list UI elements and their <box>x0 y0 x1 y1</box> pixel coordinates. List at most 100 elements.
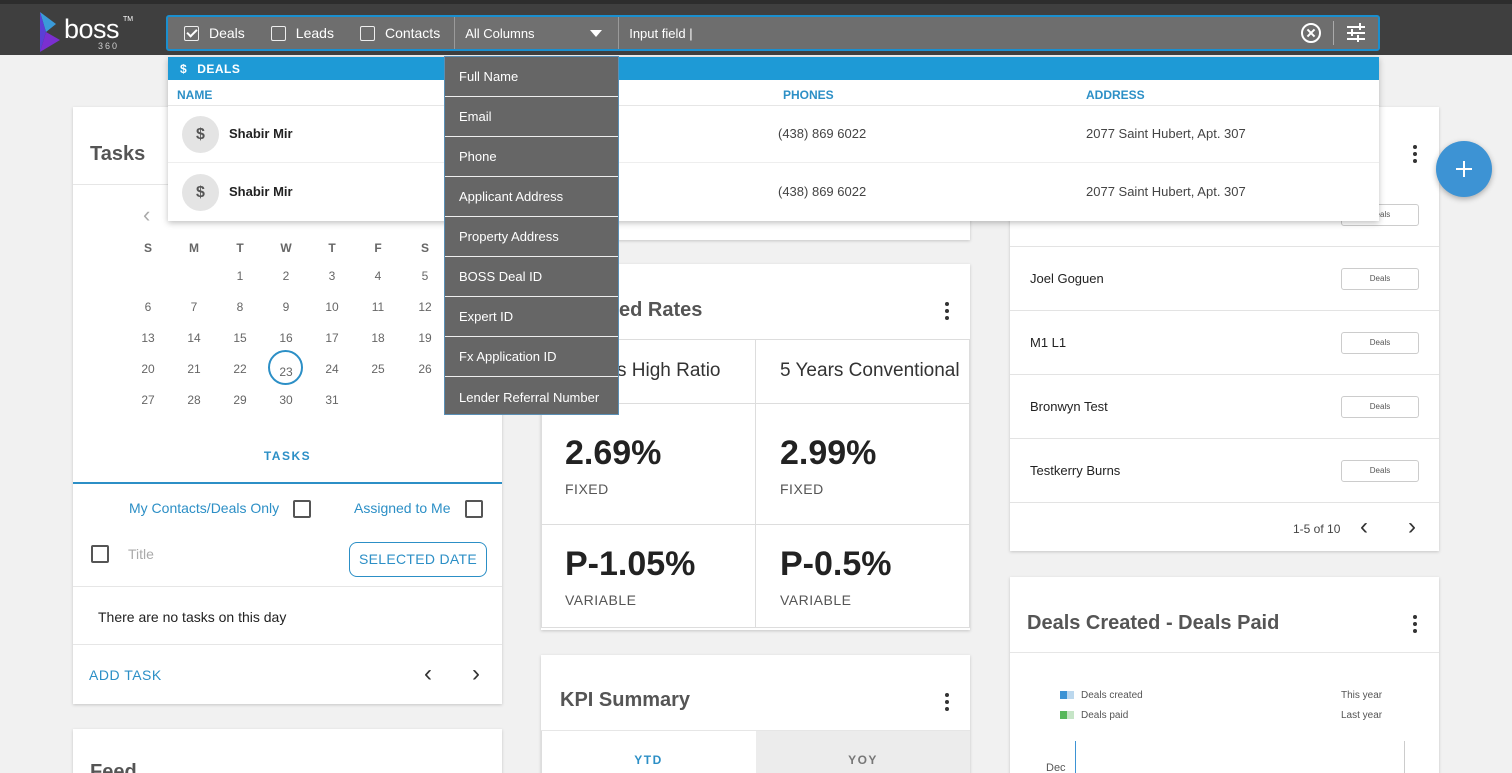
my-contacts-checkbox[interactable] <box>293 500 311 518</box>
tab-yoy[interactable]: YOY <box>848 753 878 767</box>
legend-paid: Deals paid <box>1081 710 1129 721</box>
list-next-icon[interactable]: › <box>1408 513 1416 540</box>
add-task-button[interactable]: ADD TASK <box>89 667 162 683</box>
result-phone: (438) 869 6022 <box>778 126 867 141</box>
calendar-day[interactable]: 14 <box>187 331 201 345</box>
kpi-title: KPI Summary <box>560 689 691 711</box>
calendar-day[interactable]: 9 <box>282 300 290 314</box>
column-option[interactable]: Phone <box>445 137 618 177</box>
calendar-day[interactable]: 19 <box>418 331 432 345</box>
calendar-day[interactable]: 1 <box>236 269 244 283</box>
calendar-day[interactable]: 6 <box>144 300 152 314</box>
column-option[interactable]: Expert ID <box>445 297 618 337</box>
filter-settings-icon[interactable] <box>1334 17 1378 49</box>
deals-chart-menu-icon[interactable] <box>1413 615 1417 633</box>
calendar-day[interactable]: 30 <box>279 393 293 407</box>
calendar-prev-icon[interactable]: ‹ <box>143 202 151 227</box>
calendar-day[interactable]: 4 <box>374 269 382 283</box>
column-option[interactable]: BOSS Deal ID <box>445 257 618 297</box>
filter-leads[interactable]: Leads <box>249 17 338 49</box>
deals-chart-card: Deals Created - Deals Paid Deals created… <box>1010 577 1439 773</box>
calendar-day[interactable]: 10 <box>325 300 339 314</box>
feed-card: Feed <box>73 729 502 773</box>
filter-contacts[interactable]: Contacts <box>338 17 444 49</box>
selected-date-button[interactable]: SELECTED DATE <box>349 542 487 577</box>
filter-deals[interactable]: Deals <box>168 17 249 49</box>
column-option[interactable]: Full Name <box>445 57 618 97</box>
result-row[interactable]: $ Shabir Mir (438) 869 6022 2077 Saint H… <box>168 164 1379 221</box>
column-option[interactable]: Email <box>445 97 618 137</box>
list-menu-icon[interactable] <box>1413 145 1417 163</box>
calendar-day[interactable]: 23 <box>279 365 293 379</box>
column-option[interactable]: Fx Application ID <box>445 337 618 377</box>
filter-leads-label: Leads <box>295 25 334 41</box>
kpi-card: KPI Summary YTD YOY <box>541 655 970 773</box>
calendar-day[interactable]: 26 <box>418 362 432 376</box>
calendar-day[interactable]: 24 <box>325 362 339 376</box>
tab-ytd[interactable]: YTD <box>634 753 663 767</box>
calendar-day[interactable]: 21 <box>187 362 201 376</box>
rate-col2-fixed: 2.99% <box>780 434 877 472</box>
leads-checkbox[interactable] <box>270 25 286 41</box>
list-row-name[interactable]: Joel Goguen <box>1030 271 1104 286</box>
calendar-day[interactable]: 8 <box>236 300 244 314</box>
contacts-checkbox[interactable] <box>359 25 375 41</box>
result-address: 2077 Saint Hubert, Apt. 307 <box>1086 184 1246 199</box>
select-all-checkbox[interactable] <box>91 545 109 563</box>
search-results-panel: $ DEALS NAME PHONES ADDRESS $ Shabir Mir… <box>168 57 1379 221</box>
clear-circle-icon[interactable] <box>1301 23 1321 43</box>
row-badge[interactable]: Deals <box>1341 396 1419 418</box>
deals-chart-title: Deals Created - Deals Paid <box>1027 612 1280 634</box>
calendar-day[interactable]: 25 <box>371 362 385 376</box>
row-badge[interactable]: Deals <box>1341 268 1419 290</box>
boss-logo[interactable]: boss TM 360 <box>36 10 136 54</box>
calendar-day[interactable]: 7 <box>190 300 198 314</box>
column-option[interactable]: Lender Referral Number <box>459 389 600 405</box>
tab-tasks[interactable]: TASKS <box>263 449 312 463</box>
list-row-name[interactable]: Bronwyn Test <box>1030 399 1108 414</box>
assigned-checkbox[interactable] <box>465 500 483 518</box>
calendar-day[interactable]: 16 <box>279 331 293 345</box>
row-badge[interactable]: Deals <box>1341 332 1419 354</box>
calendar-day[interactable]: 29 <box>233 393 247 407</box>
y-label-dec: Dec <box>1046 762 1066 773</box>
calendar-day[interactable]: 15 <box>233 331 247 345</box>
list-row-name[interactable]: Testkerry Burns <box>1030 463 1121 478</box>
rate-col2-fixed-label: FIXED <box>780 481 824 497</box>
calendar-day[interactable]: 3 <box>328 269 336 283</box>
calendar-day[interactable]: 22 <box>233 362 247 376</box>
calendar-day[interactable]: 5 <box>421 269 429 283</box>
deals-checkbox[interactable] <box>184 25 199 41</box>
logo-text: boss <box>64 14 120 44</box>
calendar-day[interactable]: 12 <box>418 300 432 314</box>
row-badge[interactable]: Deals <box>1341 460 1419 482</box>
tasks-next-icon[interactable]: › <box>472 660 480 687</box>
top-bar: boss TM 360 Deals Leads Contacts All Col… <box>0 0 1512 55</box>
column-option[interactable]: Applicant Address <box>445 177 618 217</box>
result-address: 2077 Saint Hubert, Apt. 307 <box>1086 126 1246 141</box>
result-row[interactable]: $ Shabir Mir (438) 869 6022 2077 Saint H… <box>168 106 1379 163</box>
rate-col1-variable-label: VARIABLE <box>565 592 637 608</box>
column-select[interactable]: All Columns <box>454 17 620 49</box>
calendar-day[interactable]: 28 <box>187 393 201 407</box>
calendar-day[interactable]: 20 <box>141 362 155 376</box>
calendar-day[interactable]: 11 <box>371 300 385 314</box>
calendar-day[interactable]: 31 <box>325 393 339 407</box>
search-input[interactable] <box>619 17 1301 49</box>
calendar-day[interactable]: 18 <box>371 331 385 345</box>
list-prev-icon[interactable]: ‹ <box>1360 513 1368 540</box>
tasks-prev-icon[interactable]: ‹ <box>424 660 432 687</box>
list-row-name[interactable]: M1 L1 <box>1030 335 1067 350</box>
rate-col1-header: s High Ratio <box>617 360 721 381</box>
rates-menu-icon[interactable] <box>945 302 949 320</box>
col-phones: PHONES <box>783 88 834 102</box>
calendar-day[interactable]: 13 <box>141 331 155 345</box>
rate-col2-variable: P-0.5% <box>780 545 892 583</box>
rate-col1-fixed-label: FIXED <box>565 481 609 497</box>
calendar-day[interactable]: 2 <box>282 269 290 283</box>
calendar-day[interactable]: 27 <box>141 393 155 407</box>
add-plus-icon[interactable] <box>1436 141 1492 197</box>
calendar-day[interactable]: 17 <box>325 331 339 345</box>
kpi-menu-icon[interactable] <box>945 693 949 711</box>
column-option[interactable]: Property Address <box>445 217 618 257</box>
